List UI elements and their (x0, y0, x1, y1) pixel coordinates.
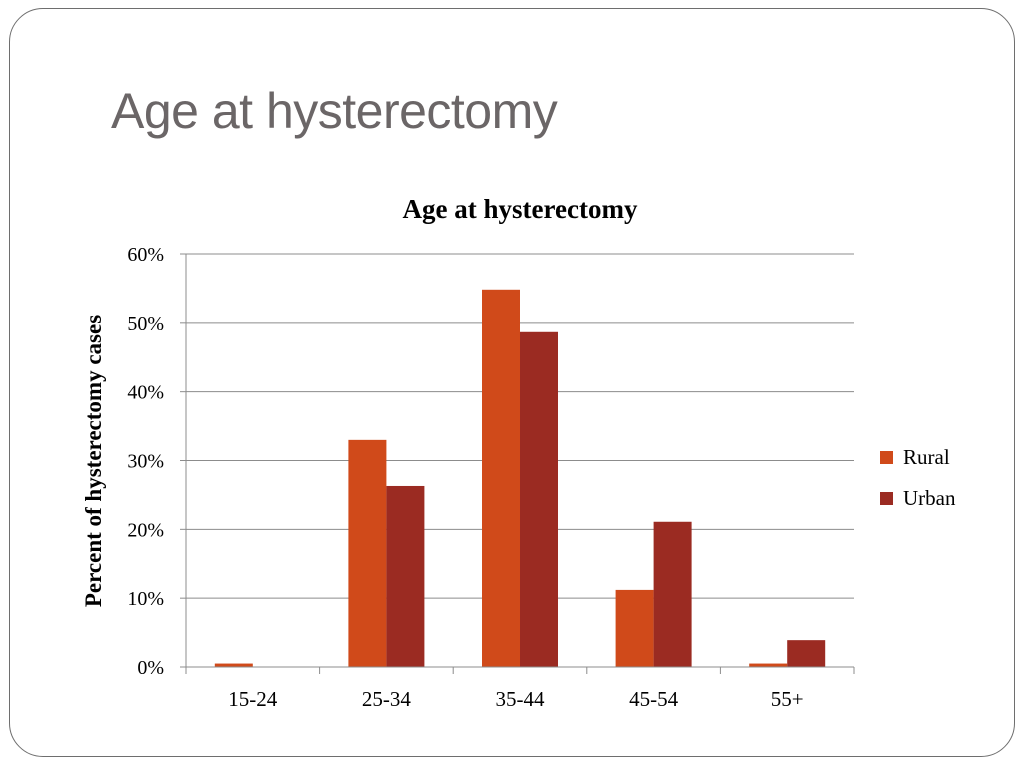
bar-rural-35-44 (482, 289, 520, 667)
x-tick-label: 45-54 (629, 687, 678, 711)
x-tick-label: 35-44 (496, 687, 545, 711)
bar-urban-55+ (787, 640, 826, 667)
y-tick-label: 40% (127, 382, 164, 404)
bar-urban-25-34 (386, 485, 425, 667)
x-axis: 15-24 25-34 35-44 45-54 55+ (185, 666, 855, 711)
x-tick-label: 15-24 (228, 687, 277, 711)
chart-title: Age at hysterectomy (403, 194, 638, 224)
x-tick-label: 25-34 (362, 687, 411, 711)
y-tick-label: 20% (127, 519, 164, 541)
slide-title: Age at hysterectomy (111, 83, 558, 139)
y-axis-label: Percent of hysterectomy cases (81, 315, 106, 607)
bar-rural-55+ (749, 663, 788, 667)
y-tick-label: 50% (127, 313, 164, 335)
bar-rural-15-24 (214, 663, 253, 667)
bar-rural-45-54 (615, 589, 654, 667)
bar-urban-45-54 (653, 521, 692, 667)
x-tick-label: 55+ (771, 687, 804, 711)
y-tick-label: 60% (127, 244, 164, 266)
bars (214, 289, 826, 667)
y-axis: 0% 10% 20% 30% 40% 50% 60% (127, 244, 187, 679)
bar-urban-35-44 (520, 331, 558, 667)
legend-swatch-rural (880, 451, 893, 464)
y-tick-label: 10% (127, 588, 164, 610)
legend-label-rural: Rural (903, 445, 950, 469)
legend: Rural Urban (880, 445, 956, 510)
legend-swatch-urban (880, 492, 893, 505)
y-tick-label: 0% (137, 657, 164, 679)
y-tick-label: 30% (127, 451, 164, 473)
legend-label-urban: Urban (903, 486, 956, 510)
bar-rural-25-34 (348, 439, 387, 667)
